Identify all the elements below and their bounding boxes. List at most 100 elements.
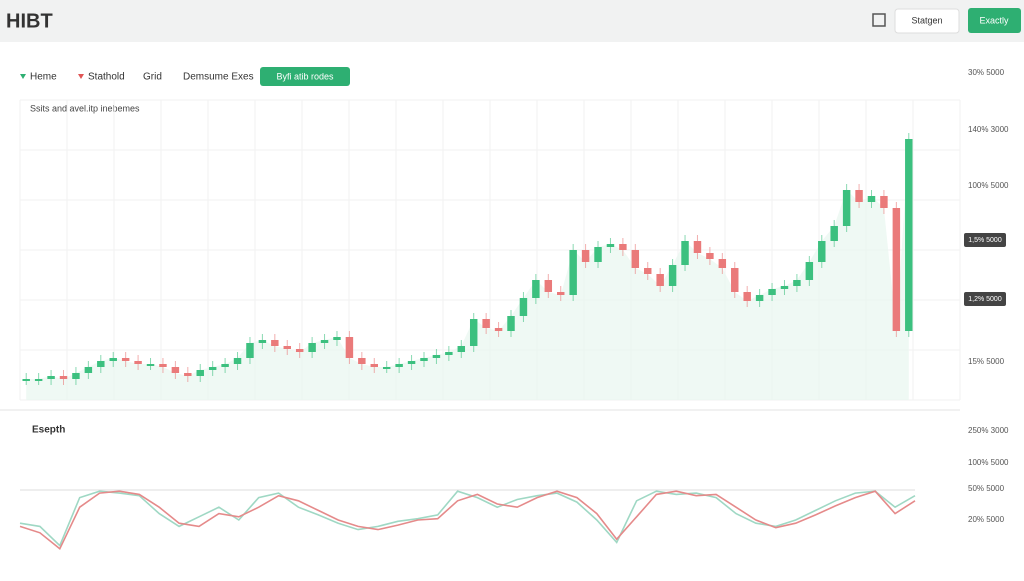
- candle: [445, 352, 453, 355]
- candle: [469, 319, 478, 346]
- candle: [482, 319, 490, 328]
- toolbar-item[interactable]: Stathold: [88, 72, 125, 83]
- candle: [532, 280, 540, 298]
- candle: [72, 373, 80, 379]
- candle: [134, 361, 142, 364]
- candle: [706, 253, 714, 259]
- candle: [867, 196, 876, 202]
- price-tag-label: 1,2% 5000: [968, 296, 1002, 303]
- candle: [644, 268, 652, 274]
- app-title: HIBT: [6, 10, 53, 32]
- candle: [693, 241, 702, 253]
- legend-marker: [78, 74, 84, 79]
- candle: [295, 349, 304, 352]
- toolbar-item[interactable]: Demsume Exes: [183, 72, 254, 83]
- candle: [407, 361, 416, 364]
- candle: [395, 364, 403, 367]
- candle: [370, 364, 378, 367]
- candle: [432, 355, 441, 358]
- y-axis-label: 140% 3000: [968, 125, 1009, 134]
- y-axis-label: 30% 5000: [968, 68, 1005, 77]
- candle: [569, 250, 577, 295]
- candle: [731, 268, 739, 292]
- candle: [308, 343, 316, 352]
- candle: [420, 358, 428, 361]
- candle: [345, 337, 354, 358]
- candle: [594, 247, 602, 262]
- depth-axis-label: 100% 5000: [968, 458, 1009, 467]
- candle: [855, 190, 863, 202]
- candle: [905, 139, 913, 331]
- candle: [121, 358, 130, 361]
- candle: [457, 346, 466, 352]
- candle: [358, 358, 366, 364]
- candle: [606, 244, 615, 247]
- candle: [656, 274, 664, 286]
- candle: [842, 190, 851, 226]
- header-bar: [0, 0, 1024, 42]
- candle: [818, 241, 826, 262]
- price-tag: [964, 233, 1006, 247]
- candle: [22, 379, 30, 381]
- price-tag-label: 1,5% 5000: [968, 237, 1002, 244]
- candle: [84, 367, 93, 373]
- toolbar-active-label[interactable]: Byfi atib rodes: [276, 71, 334, 81]
- candle: [47, 376, 55, 379]
- toolbar-item[interactable]: Grid: [143, 72, 162, 83]
- candle: [507, 316, 515, 331]
- price-area: [26, 139, 909, 400]
- candle: [805, 262, 814, 280]
- candle: [233, 358, 242, 364]
- toolbar-item[interactable]: Heme: [30, 72, 57, 83]
- candle: [718, 259, 727, 268]
- candle: [320, 340, 329, 343]
- oscillator-line: [19, 490, 916, 551]
- candle: [258, 340, 267, 343]
- candle: [171, 367, 180, 373]
- candle: [519, 298, 528, 316]
- candle: [97, 361, 105, 367]
- y-axis-label: 100% 5000: [968, 181, 1009, 190]
- candle: [557, 292, 565, 295]
- icon-button[interactable]: [872, 13, 886, 27]
- candle: [246, 343, 254, 358]
- candle: [109, 358, 117, 361]
- button[interactable]: [894, 8, 960, 34]
- candle: [196, 370, 204, 376]
- legend-marker: [20, 74, 26, 79]
- candle: [221, 364, 229, 367]
- y-axis-label: 15% 5000: [968, 357, 1005, 366]
- candle: [892, 208, 901, 331]
- button-label[interactable]: Statgen: [911, 15, 942, 25]
- button[interactable]: [968, 8, 1021, 33]
- candle: [768, 289, 776, 295]
- button-label[interactable]: Exactly: [979, 15, 1009, 25]
- depth-axis-label: 50% 5000: [968, 484, 1005, 493]
- depth-axis-label: 250% 3000: [968, 426, 1009, 435]
- oscillator-line: [19, 490, 916, 547]
- candle: [780, 286, 789, 289]
- chart-subtitle: Ssits and avel.itp inebemes: [30, 103, 140, 113]
- candle: [830, 226, 838, 241]
- candle: [59, 376, 68, 379]
- candle: [494, 328, 503, 331]
- candle: [208, 367, 217, 370]
- depth-axis-label: 20% 5000: [968, 515, 1005, 524]
- candle: [271, 340, 279, 346]
- candle: [333, 337, 341, 340]
- candle: [159, 364, 167, 367]
- candle: [146, 364, 155, 366]
- candle: [34, 379, 43, 381]
- price-tag: [964, 292, 1006, 306]
- toolbar-active[interactable]: [260, 67, 350, 86]
- candle: [382, 367, 391, 369]
- candle: [544, 280, 553, 292]
- depth-title: Esepth: [32, 425, 65, 436]
- candle: [793, 280, 801, 286]
- candle: [631, 250, 640, 268]
- candle: [880, 196, 888, 208]
- candle: [743, 292, 751, 301]
- candle: [755, 295, 764, 301]
- candle: [184, 373, 192, 376]
